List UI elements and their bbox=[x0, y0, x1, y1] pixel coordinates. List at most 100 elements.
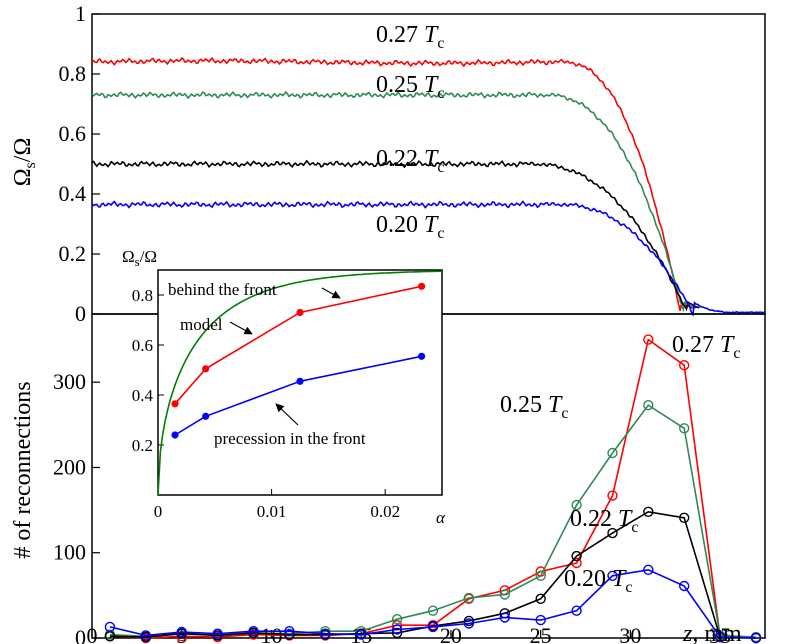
x-tick-label: 0 bbox=[87, 623, 98, 644]
inset-model-curve bbox=[157, 270, 442, 496]
bottom-series-label: 0.25 Tc bbox=[500, 392, 568, 422]
bottom-data-point bbox=[571, 605, 582, 616]
inset-y-tick-label: 0.2 bbox=[132, 436, 153, 455]
bottom-data-point bbox=[643, 400, 654, 411]
inset-y-tick-label: 0.6 bbox=[132, 336, 153, 355]
x-tick-label: 30 bbox=[619, 623, 641, 644]
bottom-data-point bbox=[535, 570, 546, 581]
bottom-data-point bbox=[248, 626, 259, 637]
y-tick-label: 0.8 bbox=[59, 61, 87, 86]
x-tick-label: 20 bbox=[440, 623, 462, 644]
bottom-data-point bbox=[643, 334, 654, 345]
bottom-data-point bbox=[463, 592, 475, 604]
bottom-series-label: 0.22 Tc bbox=[570, 506, 638, 536]
inset-annotation-behind-front: behind the front bbox=[168, 280, 277, 299]
bottom-series-label: 0.20 Tc bbox=[564, 566, 632, 596]
y-tick-label: 200 bbox=[53, 454, 86, 479]
arrow-behind-front bbox=[321, 287, 341, 299]
inset-data-point bbox=[171, 431, 179, 439]
bottom-data-point bbox=[535, 593, 546, 604]
bottom-data-point bbox=[679, 512, 690, 523]
bottom-data-point bbox=[356, 629, 367, 640]
bottom-data-point bbox=[320, 628, 331, 639]
bottom-data-point bbox=[643, 564, 654, 575]
bottom-series-labels: 0.27 Tc 0.25 Tc 0.22 Tc 0.20 Tc bbox=[500, 332, 740, 596]
bottom-data-point bbox=[391, 624, 403, 635]
top-series-line bbox=[91, 159, 700, 312]
inset-x-axis-label: α bbox=[436, 508, 446, 527]
bottom-series-line bbox=[109, 338, 757, 639]
arrow-model bbox=[229, 321, 253, 335]
inset-ticks: 0.2 0.4 0.6 0.8 0 0.01 0.02 bbox=[132, 286, 400, 521]
top-series-line bbox=[91, 90, 697, 313]
bottom-data-point bbox=[679, 580, 690, 592]
top-series-label: 0.27 Tc bbox=[376, 22, 444, 52]
bottom-y-axis-label: # of reconnections bbox=[10, 381, 36, 558]
y-tick-label: 300 bbox=[53, 369, 86, 394]
inset-x-tick-label: 0 bbox=[154, 502, 163, 521]
inset-data-point bbox=[202, 365, 210, 373]
inset-y-tick-label: 0.4 bbox=[132, 386, 154, 405]
inset-data-point bbox=[418, 282, 426, 290]
bottom-data-point bbox=[571, 557, 582, 569]
bottom-x-ticks: 0 5 10 15 20 25 30 35 bbox=[87, 623, 732, 644]
inset-x-tick-label: 0.02 bbox=[370, 502, 400, 521]
y-tick-label: 0 bbox=[75, 301, 86, 326]
bottom-data-point bbox=[679, 423, 690, 434]
bottom-data-point bbox=[571, 550, 582, 562]
inset-annotation-model: model bbox=[180, 315, 223, 334]
bottom-series-label: 0.27 Tc bbox=[672, 332, 740, 362]
top-series-lines bbox=[91, 57, 766, 317]
y-tick-label: 0.4 bbox=[59, 181, 87, 206]
bottom-data-point bbox=[714, 631, 726, 643]
bottom-series-lines bbox=[104, 334, 762, 644]
bottom-data-point bbox=[391, 614, 403, 625]
bottom-data-point bbox=[643, 506, 654, 517]
bottom-data-point bbox=[212, 628, 223, 639]
y-tick-label: 1 bbox=[75, 1, 86, 26]
top-panel: 0 0.2 0.4 0.6 0.8 1 0.27 Tc 0.25 Tc 0.22 Tc 0.2 0… bbox=[10, 1, 766, 326]
bottom-x-axis-label: z, mm bbox=[682, 621, 742, 644]
top-series-label: 0.25 Tc bbox=[376, 72, 444, 102]
inset-series bbox=[157, 270, 442, 496]
inset-data-point bbox=[418, 352, 426, 360]
y-tick-label: 0.6 bbox=[59, 121, 87, 146]
bottom-data-point bbox=[427, 605, 439, 616]
bottom-y-ticks: 0 100 200 300 bbox=[53, 369, 100, 644]
inset-panel: 0.2 0.4 0.6 0.8 0 0.01 0.02 Ωs/Ω α behind the … bbox=[122, 247, 446, 527]
y-tick-label: 100 bbox=[53, 540, 86, 565]
inset-data-point bbox=[296, 377, 304, 385]
bottom-data-point bbox=[499, 589, 510, 600]
inset-annotation-precession: precession in the front bbox=[214, 429, 366, 448]
bottom-data-point bbox=[535, 614, 546, 626]
arrow-precession bbox=[275, 403, 299, 426]
bottom-data-point bbox=[391, 627, 403, 639]
inset-data-point bbox=[171, 400, 179, 408]
bottom-data-point bbox=[104, 621, 116, 633]
inset-y-tick-label: 0.8 bbox=[132, 286, 153, 305]
top-series-label: 0.22 Tc bbox=[376, 146, 444, 176]
inset-data-point bbox=[296, 308, 304, 317]
inset-series-line bbox=[174, 355, 422, 436]
bottom-data-point bbox=[499, 612, 510, 623]
top-series-line bbox=[91, 57, 694, 311]
y-tick-label: 0 bbox=[75, 625, 86, 644]
bottom-series-line bbox=[109, 568, 757, 639]
y-tick-label: 0.2 bbox=[59, 241, 87, 266]
x-tick-label: 25 bbox=[530, 623, 552, 644]
bottom-data-point bbox=[750, 632, 762, 644]
bottom-data-point bbox=[284, 626, 295, 637]
bottom-data-point bbox=[463, 618, 475, 629]
top-y-ticks: 0 0.2 0.4 0.6 0.8 1 bbox=[59, 1, 100, 326]
bottom-data-point bbox=[571, 499, 582, 511]
inset-x-tick-label: 0.01 bbox=[257, 502, 287, 521]
bottom-data-point bbox=[607, 447, 618, 459]
bottom-data-point bbox=[140, 630, 152, 641]
top-series-labels: 0.27 Tc 0.25 Tc 0.22 Tc 0.20 Tc bbox=[376, 22, 444, 242]
bottom-data-point bbox=[427, 621, 439, 633]
inset-title: Ωs/Ω bbox=[122, 247, 157, 269]
inset-series-line bbox=[174, 285, 422, 405]
bottom-data-point bbox=[607, 570, 618, 581]
